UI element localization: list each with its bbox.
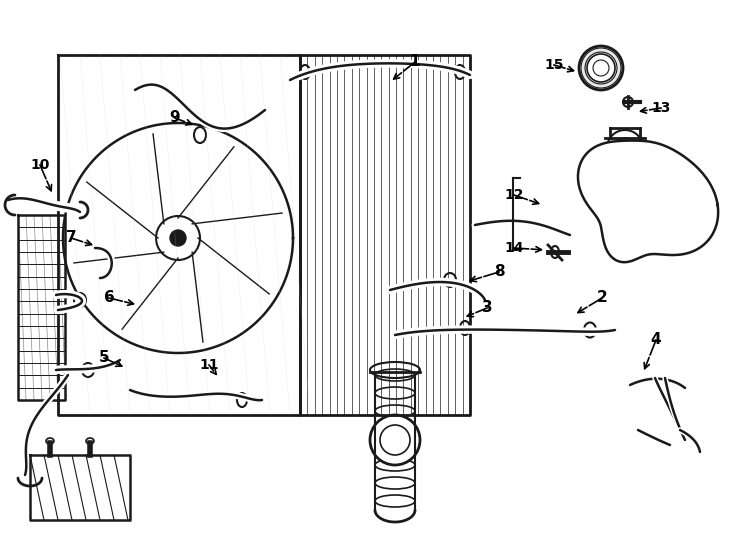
Text: 14: 14 bbox=[504, 241, 524, 255]
Circle shape bbox=[370, 415, 420, 465]
Text: 11: 11 bbox=[199, 358, 219, 372]
Ellipse shape bbox=[551, 246, 559, 258]
Text: 10: 10 bbox=[30, 158, 50, 172]
Text: 6: 6 bbox=[103, 291, 115, 306]
Text: 13: 13 bbox=[651, 101, 671, 115]
Ellipse shape bbox=[623, 97, 633, 107]
Text: 7: 7 bbox=[65, 231, 76, 246]
Text: 5: 5 bbox=[98, 350, 109, 366]
Text: 15: 15 bbox=[544, 58, 564, 72]
Text: 4: 4 bbox=[650, 333, 661, 348]
Polygon shape bbox=[578, 140, 718, 262]
Text: 9: 9 bbox=[170, 111, 181, 125]
Circle shape bbox=[607, 130, 643, 166]
Circle shape bbox=[156, 216, 200, 260]
Circle shape bbox=[170, 230, 186, 246]
Text: 3: 3 bbox=[482, 300, 493, 315]
Circle shape bbox=[587, 54, 615, 82]
Text: 2: 2 bbox=[597, 291, 607, 306]
Text: 12: 12 bbox=[504, 188, 524, 202]
Text: 8: 8 bbox=[494, 265, 504, 280]
Circle shape bbox=[579, 46, 623, 90]
Text: 1: 1 bbox=[410, 55, 421, 70]
